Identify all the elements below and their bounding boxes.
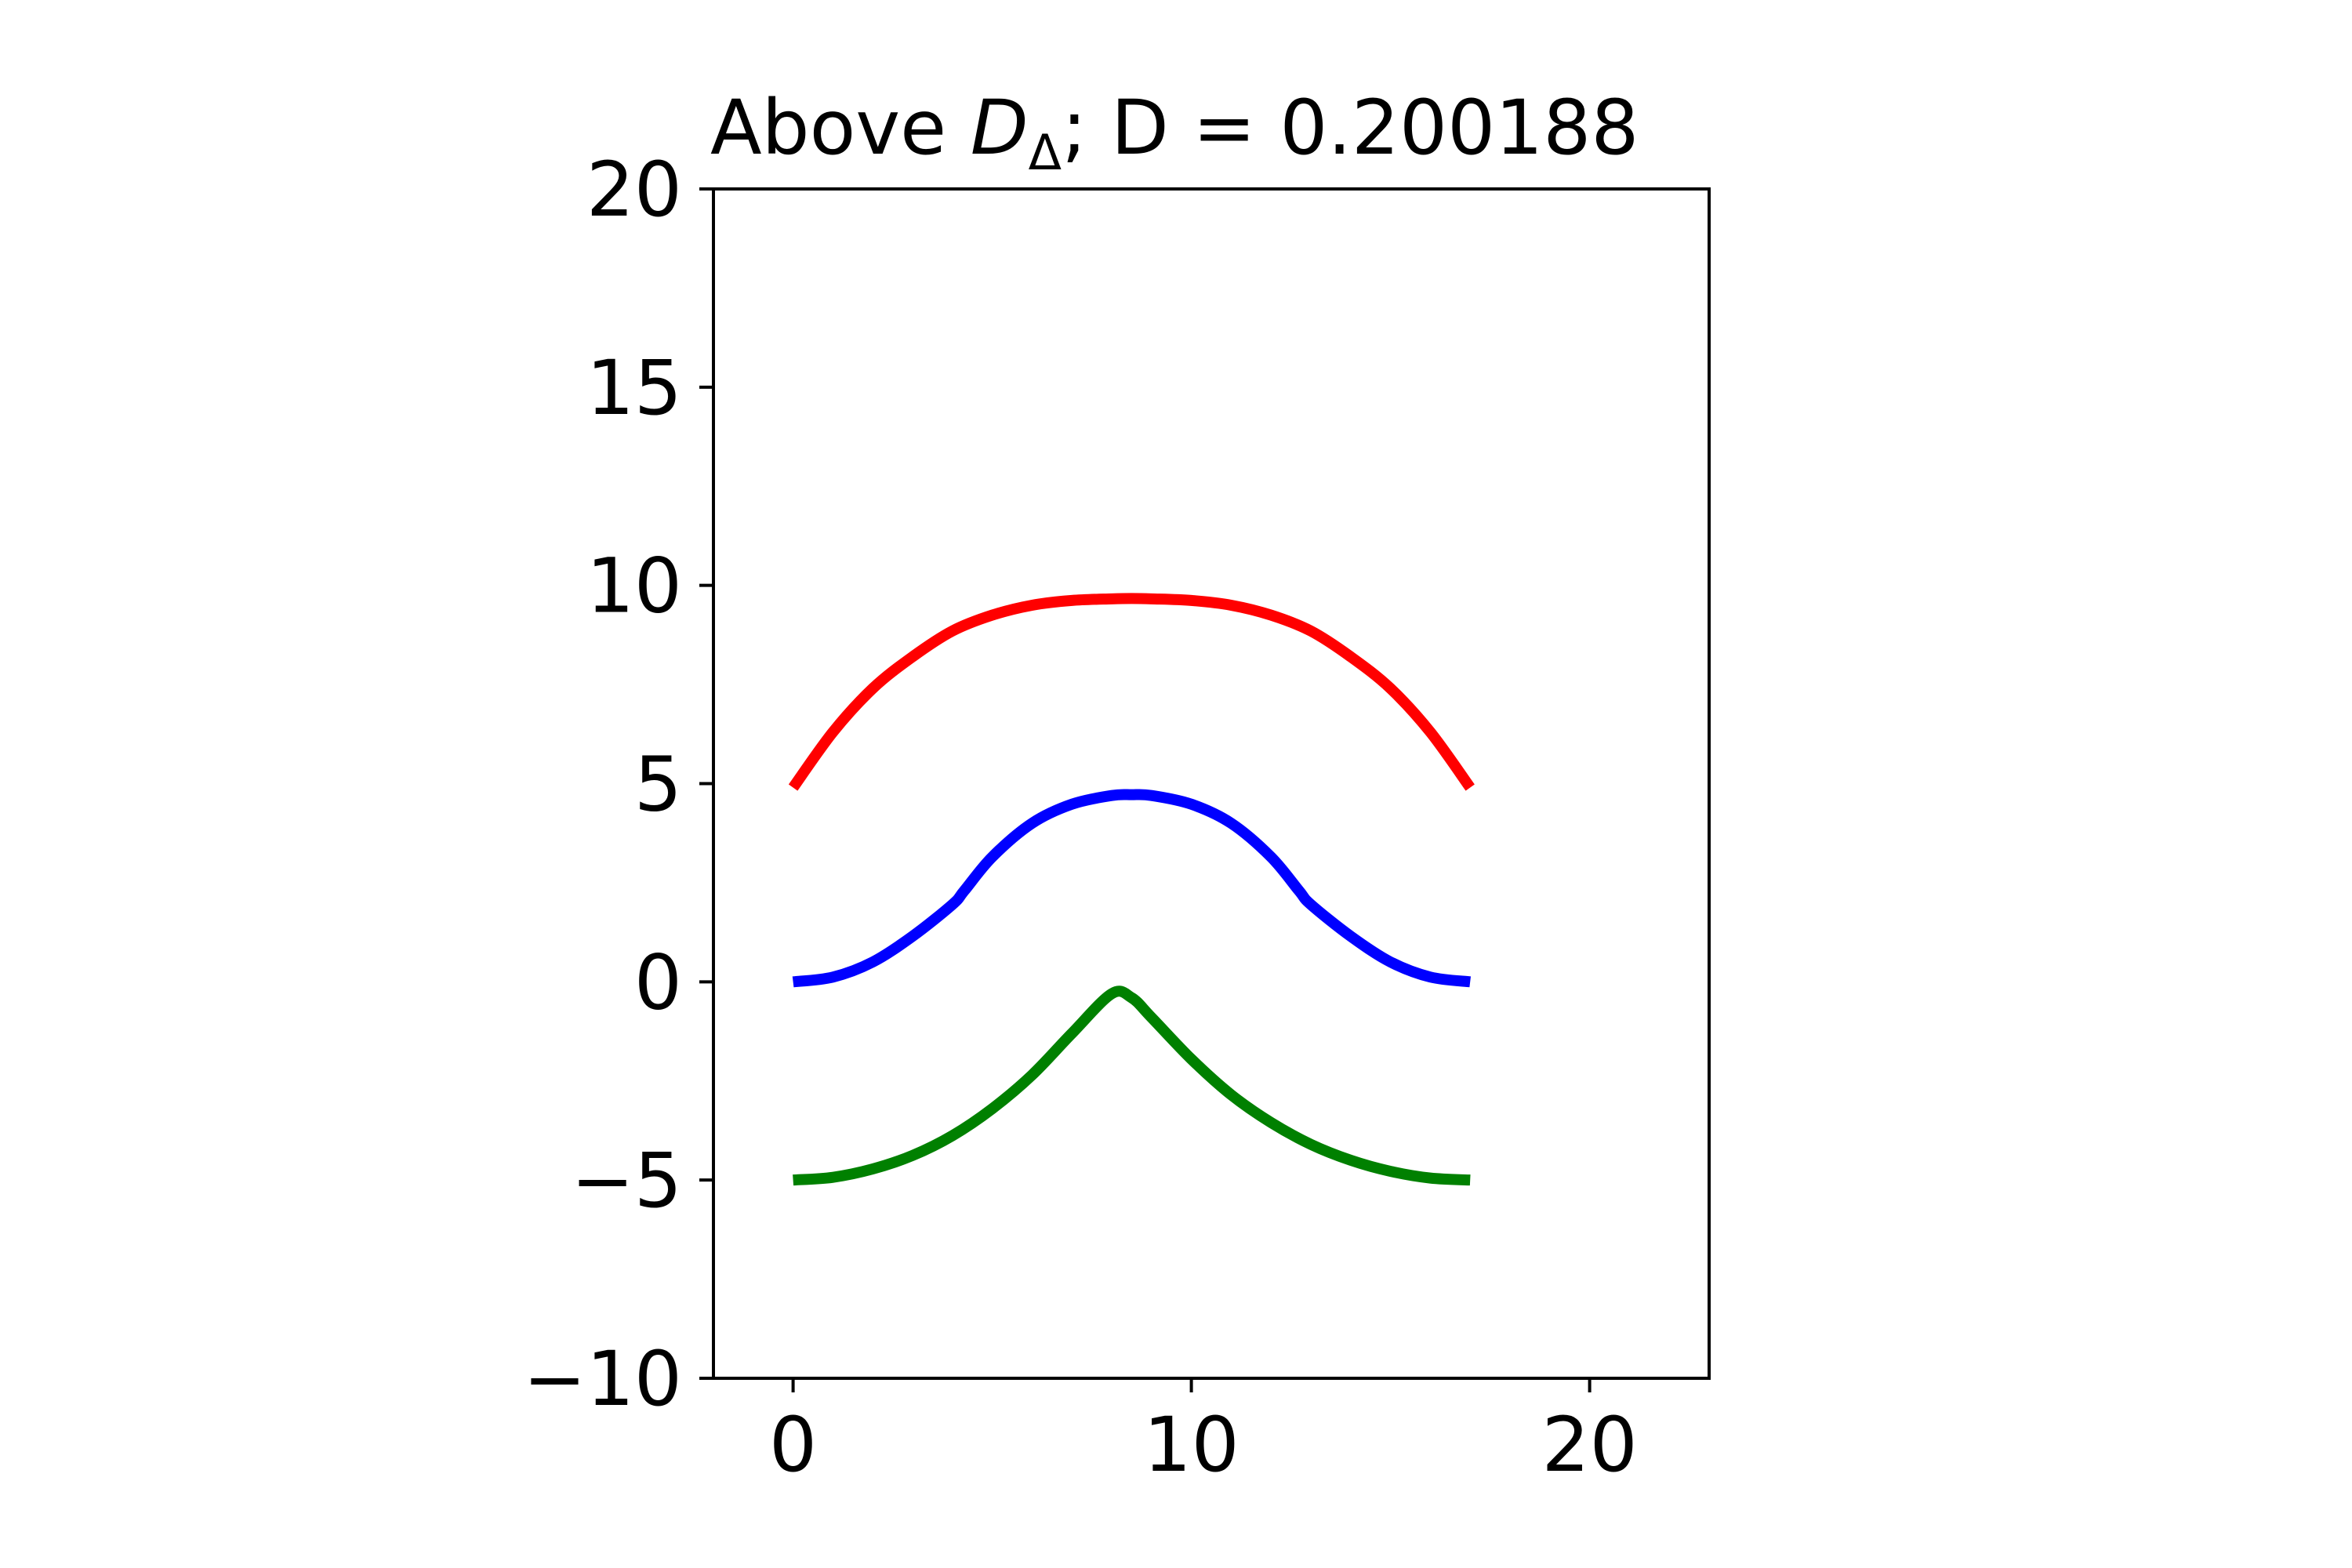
- y-tick-label: −10: [523, 1335, 682, 1423]
- x-tick-label: 10: [1144, 1401, 1240, 1489]
- chart-title-subscript: Δ: [1029, 124, 1062, 181]
- series-line-1: [788, 593, 1475, 791]
- y-tick-label: 0: [634, 938, 682, 1026]
- chart-title-prefix: Above: [710, 84, 971, 172]
- series-line-3: [793, 985, 1471, 1186]
- y-axis-ticks: −10 −5 0 5 10 15 20: [523, 146, 713, 1423]
- y-tick-label: 15: [586, 344, 682, 432]
- x-tick-label: 20: [1542, 1401, 1638, 1489]
- y-tick-label: 10: [586, 543, 682, 630]
- y-tick-label: −5: [571, 1137, 682, 1225]
- chart-title-symbol: D: [971, 84, 1029, 172]
- plot-area-frame: [712, 187, 1711, 1380]
- chart-title: Above DΔ; D = 0.200188: [710, 84, 1639, 181]
- y-tick-label: 5: [634, 741, 682, 829]
- y-tick-label: 20: [586, 146, 682, 234]
- series-line-2: [792, 789, 1472, 988]
- x-tick-label: 0: [769, 1401, 817, 1489]
- x-axis-ticks: 0 10 20: [769, 1378, 1638, 1489]
- series-layer: [788, 593, 1475, 1186]
- chart-title-suffix: ; D = 0.200188: [1062, 84, 1639, 172]
